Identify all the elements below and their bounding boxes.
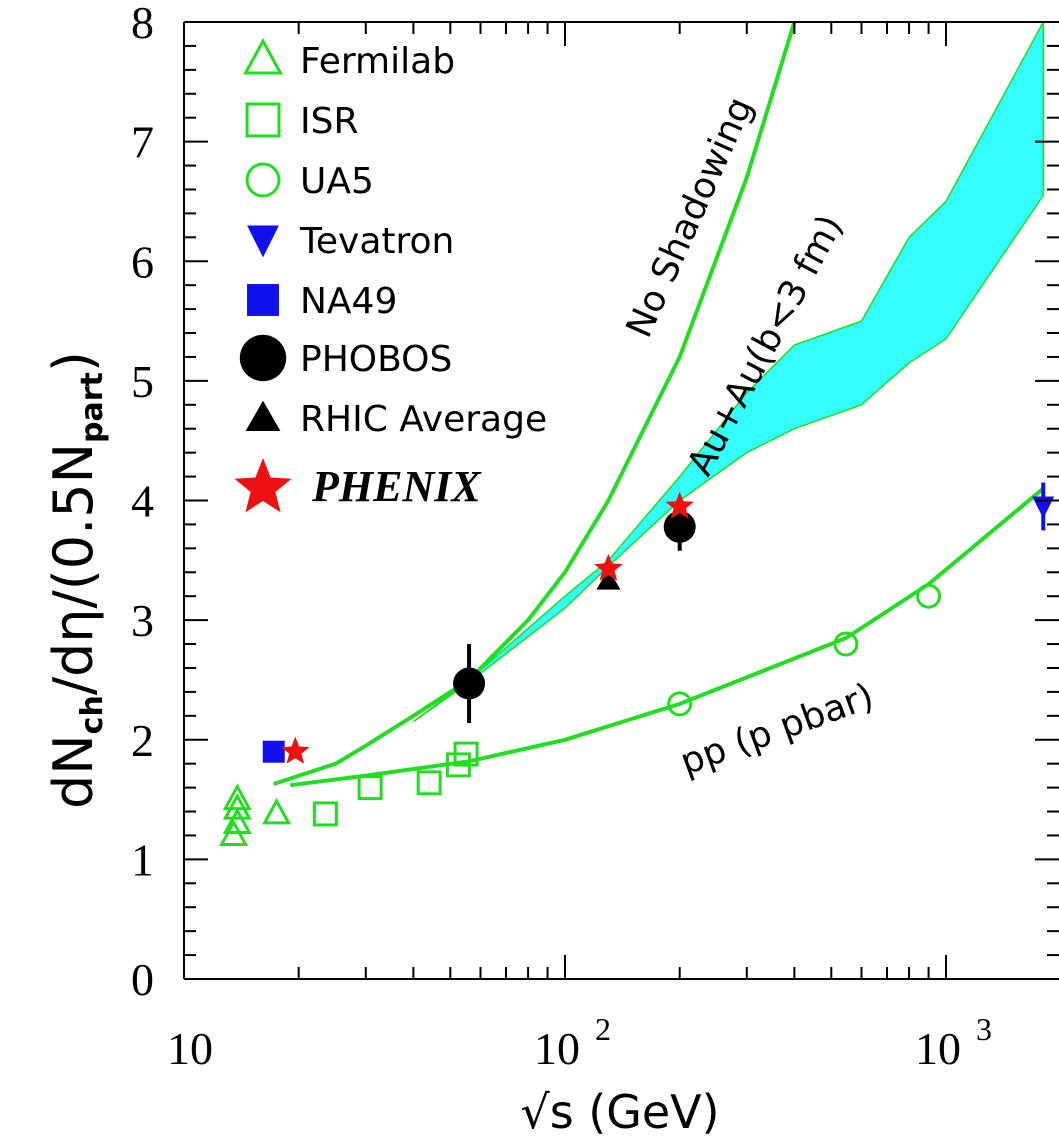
marker-ua5	[916, 583, 942, 609]
legend-marker-phobos	[239, 334, 287, 382]
y-title-part-a: dN	[42, 734, 105, 809]
x-tick-label: 10	[534, 1023, 580, 1074]
legend: Fermilab ISR UA5 Tevatron NA49 PHOBOS RHIC Ave…	[234, 38, 547, 513]
marker-fermilab	[222, 807, 252, 834]
legend-label-ua5: UA5	[300, 161, 374, 202]
y-tick-label: 3	[131, 595, 154, 646]
x-axis-title: √s (GeV)	[520, 1085, 719, 1139]
tick-labels: 0 1 2 3 4 5 6 7 8 10 10 2 10 3	[131, 0, 992, 1074]
legend-label-na49: NA49	[300, 281, 397, 322]
annotation-no-shadowing: No Shadowing	[619, 91, 761, 343]
legend-label-tevatron: Tevatron	[299, 221, 454, 262]
y-tick-label: 8	[131, 0, 154, 48]
y-title-part-b: /dη/(0.5N	[42, 443, 105, 695]
marker-isr	[357, 775, 383, 801]
curves	[273, 21, 1045, 788]
band-area	[412, 21, 1045, 723]
marker-phenix	[281, 736, 310, 764]
y-title-sub-a: ch	[75, 695, 110, 734]
marker-ua5	[833, 631, 859, 657]
y-title-sub-b: part	[75, 372, 110, 443]
legend-marker-tevatron	[247, 225, 279, 258]
marker-phobos	[663, 510, 696, 543]
marker-isr	[312, 801, 338, 827]
legend-label-isr: ISR	[300, 101, 358, 142]
marker-rhic-average	[596, 568, 621, 590]
svg-text:dNch/dη/(0.5Npart): dNch/dη/(0.5Npart)	[42, 351, 110, 809]
y-tick-label: 1	[131, 834, 154, 885]
legend-marker-fermilab	[243, 38, 283, 75]
data-markers	[219, 482, 1055, 846]
y-tick-label: 2	[131, 715, 154, 766]
legend-marker-isr	[245, 102, 281, 138]
y-tick-label: 0	[131, 954, 154, 1005]
marker-ua5	[667, 691, 693, 717]
marker-na49	[262, 740, 285, 763]
marker-tevatron	[1032, 496, 1055, 519]
y-tick-label: 7	[131, 117, 154, 168]
y-tick-label: 6	[131, 236, 154, 287]
y-title-part-c: )	[42, 351, 105, 372]
marker-phenix	[594, 553, 623, 581]
curve-0	[273, 21, 797, 786]
legend-marker-na49	[247, 284, 279, 316]
curve-1	[289, 486, 1045, 788]
y-axis-title: dNch/dη/(0.5Npart)	[42, 351, 110, 809]
legend-marker-rhic-average	[245, 400, 281, 432]
x-tick-exponent: 2	[595, 1011, 611, 1047]
marker-isr	[416, 770, 442, 796]
marker-fermilab	[222, 783, 252, 811]
legend-label-phobos: PHOBOS	[300, 339, 452, 380]
marker-isr	[453, 741, 479, 767]
marker-phenix	[665, 491, 694, 519]
legend-label-fermilab: Fermilab	[300, 41, 455, 82]
legend-marker-phenix	[234, 458, 292, 513]
x-tick-label: 10	[167, 1023, 213, 1074]
legend-label-phenix: PHENIX	[311, 462, 482, 511]
marker-fermilab	[262, 797, 292, 825]
x-tick-label: 10	[915, 1023, 961, 1074]
legend-label-rhic-average: RHIC Average	[300, 399, 547, 440]
legend-marker-ua5	[245, 162, 281, 198]
marker-phobos	[453, 667, 486, 700]
y-tick-label: 5	[131, 356, 154, 407]
au-au-band	[412, 21, 1045, 723]
y-tick-label: 4	[131, 476, 154, 527]
x-tick-exponent: 3	[976, 1011, 992, 1047]
axis-ticks	[183, 21, 1059, 980]
